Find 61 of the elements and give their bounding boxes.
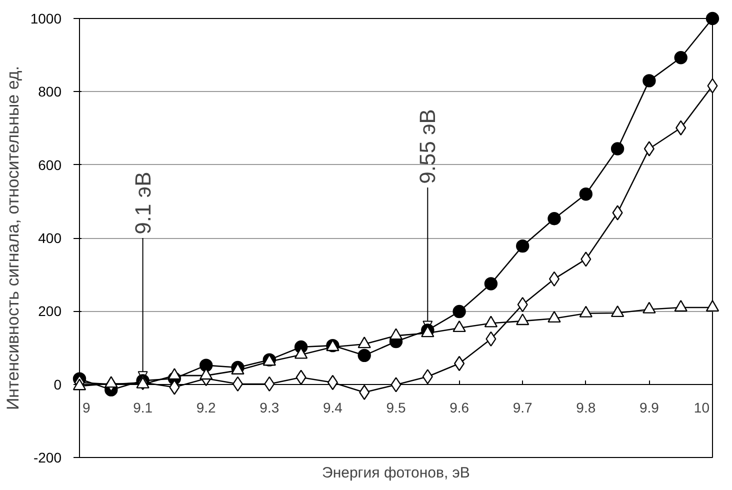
point xyxy=(296,370,306,385)
point xyxy=(642,302,656,314)
x-axis-title: Энергия фотонов, эВ xyxy=(322,464,470,482)
point xyxy=(452,320,466,332)
point xyxy=(72,378,86,390)
point xyxy=(707,78,718,94)
point xyxy=(359,384,370,400)
x-tick-label: 9.1 xyxy=(133,399,153,416)
point xyxy=(169,380,180,395)
x-tick-label: 9.6 xyxy=(450,399,470,416)
y-tick-label: 800 xyxy=(38,84,62,100)
annotation: 9.1 эВ xyxy=(130,172,156,234)
point xyxy=(294,347,308,359)
point xyxy=(610,142,624,156)
y-tick-label: 400 xyxy=(38,230,62,246)
point xyxy=(390,377,402,392)
x-tick-label: 9.8 xyxy=(576,399,596,416)
x-tick-label: 9.4 xyxy=(322,399,343,416)
x-tick-label: 9.3 xyxy=(260,399,280,416)
point xyxy=(612,205,623,220)
point xyxy=(516,314,530,326)
point xyxy=(548,271,560,287)
x-tick-label: 9.5 xyxy=(386,399,406,416)
point xyxy=(389,328,403,340)
point xyxy=(232,376,244,392)
y-axis-title: Интенсивность сигнала, относительные ед. xyxy=(3,66,22,410)
point xyxy=(358,348,371,362)
point xyxy=(674,300,688,312)
point xyxy=(579,188,592,201)
y-tick-label: 200 xyxy=(38,303,62,320)
x-tick-label: 9.7 xyxy=(512,399,533,416)
point xyxy=(548,310,561,323)
y-tick-label: 0 xyxy=(54,376,62,392)
point xyxy=(642,74,656,88)
point xyxy=(422,369,433,384)
x-tick-label: 9 xyxy=(82,399,90,416)
point xyxy=(452,304,466,318)
y-tick-label: 1000 xyxy=(30,10,62,26)
point xyxy=(674,51,688,64)
x-tick-label: 9.2 xyxy=(196,399,216,416)
point xyxy=(104,376,118,388)
point xyxy=(200,358,213,372)
point xyxy=(579,306,592,318)
x-tick-label: 10 xyxy=(694,399,710,416)
point xyxy=(168,368,182,380)
y-tick-label: -200 xyxy=(33,450,62,466)
point xyxy=(516,239,530,253)
point xyxy=(610,305,624,318)
point xyxy=(358,336,371,348)
x-tick-label: 9.9 xyxy=(639,399,660,416)
y-tick-label: 600 xyxy=(38,156,62,173)
point xyxy=(484,277,498,290)
point xyxy=(706,12,720,26)
point xyxy=(580,252,592,267)
point xyxy=(706,300,720,312)
point xyxy=(676,120,686,136)
point xyxy=(200,368,213,380)
point xyxy=(644,141,654,156)
point xyxy=(484,316,498,328)
point xyxy=(548,212,561,226)
annotation: 9.55 эВ xyxy=(415,109,440,184)
